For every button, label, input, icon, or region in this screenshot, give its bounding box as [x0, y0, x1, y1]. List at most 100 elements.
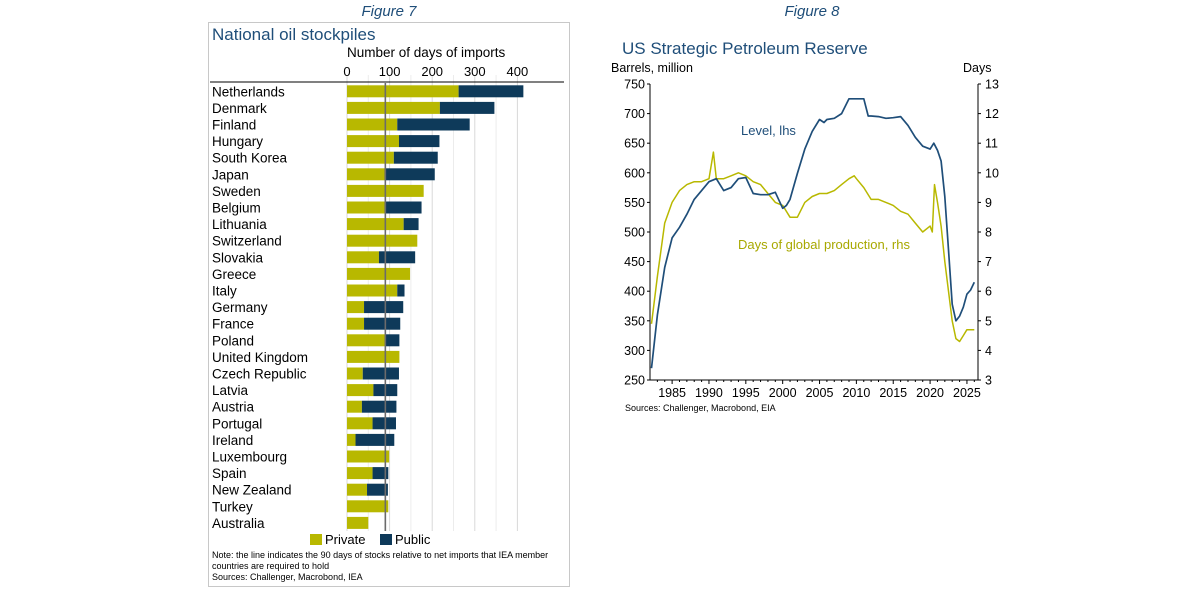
- legend-swatch-public: [380, 534, 392, 545]
- category-label: Italy: [212, 284, 237, 299]
- x-tick-label: 0: [343, 64, 350, 79]
- left-y-tick-label: 700: [624, 107, 645, 121]
- bar-private: [347, 218, 404, 231]
- bar-public: [384, 168, 435, 181]
- bar-private: [347, 400, 362, 413]
- left-y-tick-label: 750: [624, 78, 645, 92]
- right-y-tick-label: 10: [985, 166, 999, 180]
- legend-label-public: Public: [395, 532, 431, 547]
- stockpiles-chart: 0 100 200 300 400 Netherlands Denmark FinlandHu…: [210, 64, 564, 547]
- left-y-tick-label: 550: [624, 196, 645, 210]
- right-y-tick-label: 3: [985, 374, 992, 388]
- category-label: Turkey: [212, 499, 253, 514]
- category-label: Denmark: [212, 101, 267, 116]
- spr-chart: 250 300 350 400 450 500 550 600 650 700 750 3 4 5 6 7 8 9…: [624, 78, 999, 401]
- bar-public: [378, 251, 416, 264]
- category-label: Australia: [212, 516, 265, 531]
- x-tick-label: 1995: [732, 386, 760, 400]
- x-tick-label: 2005: [806, 386, 834, 400]
- bar-public: [367, 483, 388, 496]
- category-label: Austria: [212, 400, 255, 415]
- left-axis-title: Barrels, million: [611, 61, 693, 75]
- bar-private: [347, 251, 379, 264]
- x-tick-label: 100: [379, 64, 401, 79]
- bar-private: [347, 467, 373, 480]
- bar-private: [347, 151, 394, 164]
- x-axis-title: Number of days of imports: [347, 45, 506, 60]
- bar-private: [347, 234, 418, 247]
- x-tick-label: 2010: [842, 386, 870, 400]
- bar-private: [347, 384, 374, 397]
- chart-source-spr: Sources: Challenger, Macrobond, EIA: [625, 403, 776, 413]
- bar-public: [364, 301, 404, 314]
- bar-private: [347, 367, 363, 380]
- bar-private: [347, 301, 365, 314]
- bar-public: [439, 101, 495, 114]
- bar-private: [347, 85, 459, 98]
- category-label: Latvia: [212, 383, 249, 398]
- bar-public: [393, 151, 438, 164]
- bar-private: [347, 168, 385, 181]
- left-y-tick-label: 400: [624, 285, 645, 299]
- bar-private: [347, 500, 389, 513]
- bar-public: [398, 135, 440, 148]
- annotation-days: Days of global production, rhs: [738, 237, 910, 252]
- category-label: United Kingdom: [212, 350, 308, 365]
- right-y-tick-label: 4: [985, 344, 992, 358]
- right-y-tick-label: 11: [985, 137, 998, 151]
- left-y-tick-label: 450: [624, 255, 645, 269]
- category-label: Sweden: [212, 184, 261, 199]
- bar-public: [397, 118, 470, 131]
- bar-private: [347, 201, 385, 214]
- chart-title: National oil stockpiles: [212, 25, 376, 44]
- bar-private: [347, 101, 440, 114]
- category-label: Lithuania: [212, 217, 267, 232]
- bar-public: [403, 218, 419, 231]
- category-label: Spain: [212, 466, 247, 481]
- chart-note: Note: the line indicates the 90 days of …: [212, 550, 549, 571]
- right-axis-title: Days: [963, 61, 992, 75]
- figure-7-label: Figure 7: [361, 3, 417, 20]
- chart-source: Sources: Challenger, Macrobond, IEA: [212, 572, 363, 582]
- right-y-tick-label: 9: [985, 196, 992, 210]
- x-tick-label: 400: [507, 64, 529, 79]
- right-y-tick-label: 12: [985, 107, 999, 121]
- right-y-tick-label: 13: [985, 78, 999, 92]
- category-label: Germany: [212, 300, 268, 315]
- x-tick-label: 2025: [953, 386, 981, 400]
- category-label: Switzerland: [212, 234, 282, 249]
- x-tick-label: 1990: [695, 386, 723, 400]
- bar-public: [364, 317, 401, 330]
- bar-public: [372, 467, 389, 480]
- legend-label-private: Private: [325, 532, 365, 547]
- category-label: Portugal: [212, 416, 262, 431]
- bar-private: [347, 350, 400, 363]
- right-y-tick-label: 8: [985, 226, 992, 240]
- category-label: New Zealand: [212, 483, 292, 498]
- right-y-tick-label: 7: [985, 255, 992, 269]
- bar-public: [361, 400, 397, 413]
- category-label: Luxembourg: [212, 450, 287, 465]
- bar-private: [347, 317, 365, 330]
- category-label: Czech Republic: [212, 367, 307, 382]
- left-y-tick-label: 250: [624, 374, 645, 388]
- category-label: Ireland: [212, 433, 253, 448]
- bar-public: [384, 201, 422, 214]
- bar-public: [355, 433, 395, 446]
- chart-title-spr: US Strategic Petroleum Reserve: [622, 39, 868, 58]
- bar-public: [362, 367, 399, 380]
- bar-private: [347, 450, 390, 463]
- left-y-tick-label: 650: [624, 137, 645, 151]
- left-y-tick-label: 600: [624, 166, 645, 180]
- line-level: [650, 97, 976, 369]
- bar-public: [385, 334, 400, 347]
- category-label: Japan: [212, 167, 249, 182]
- left-y-tick-label: 500: [624, 226, 645, 240]
- bar-public: [372, 417, 396, 430]
- left-y-tick-label: 350: [624, 314, 645, 328]
- bar-public: [458, 85, 524, 98]
- x-tick-label: 2015: [879, 386, 907, 400]
- bar-private: [347, 334, 386, 347]
- annotation-level: Level, lhs: [741, 123, 796, 138]
- line-days-of-global-production: [650, 151, 975, 343]
